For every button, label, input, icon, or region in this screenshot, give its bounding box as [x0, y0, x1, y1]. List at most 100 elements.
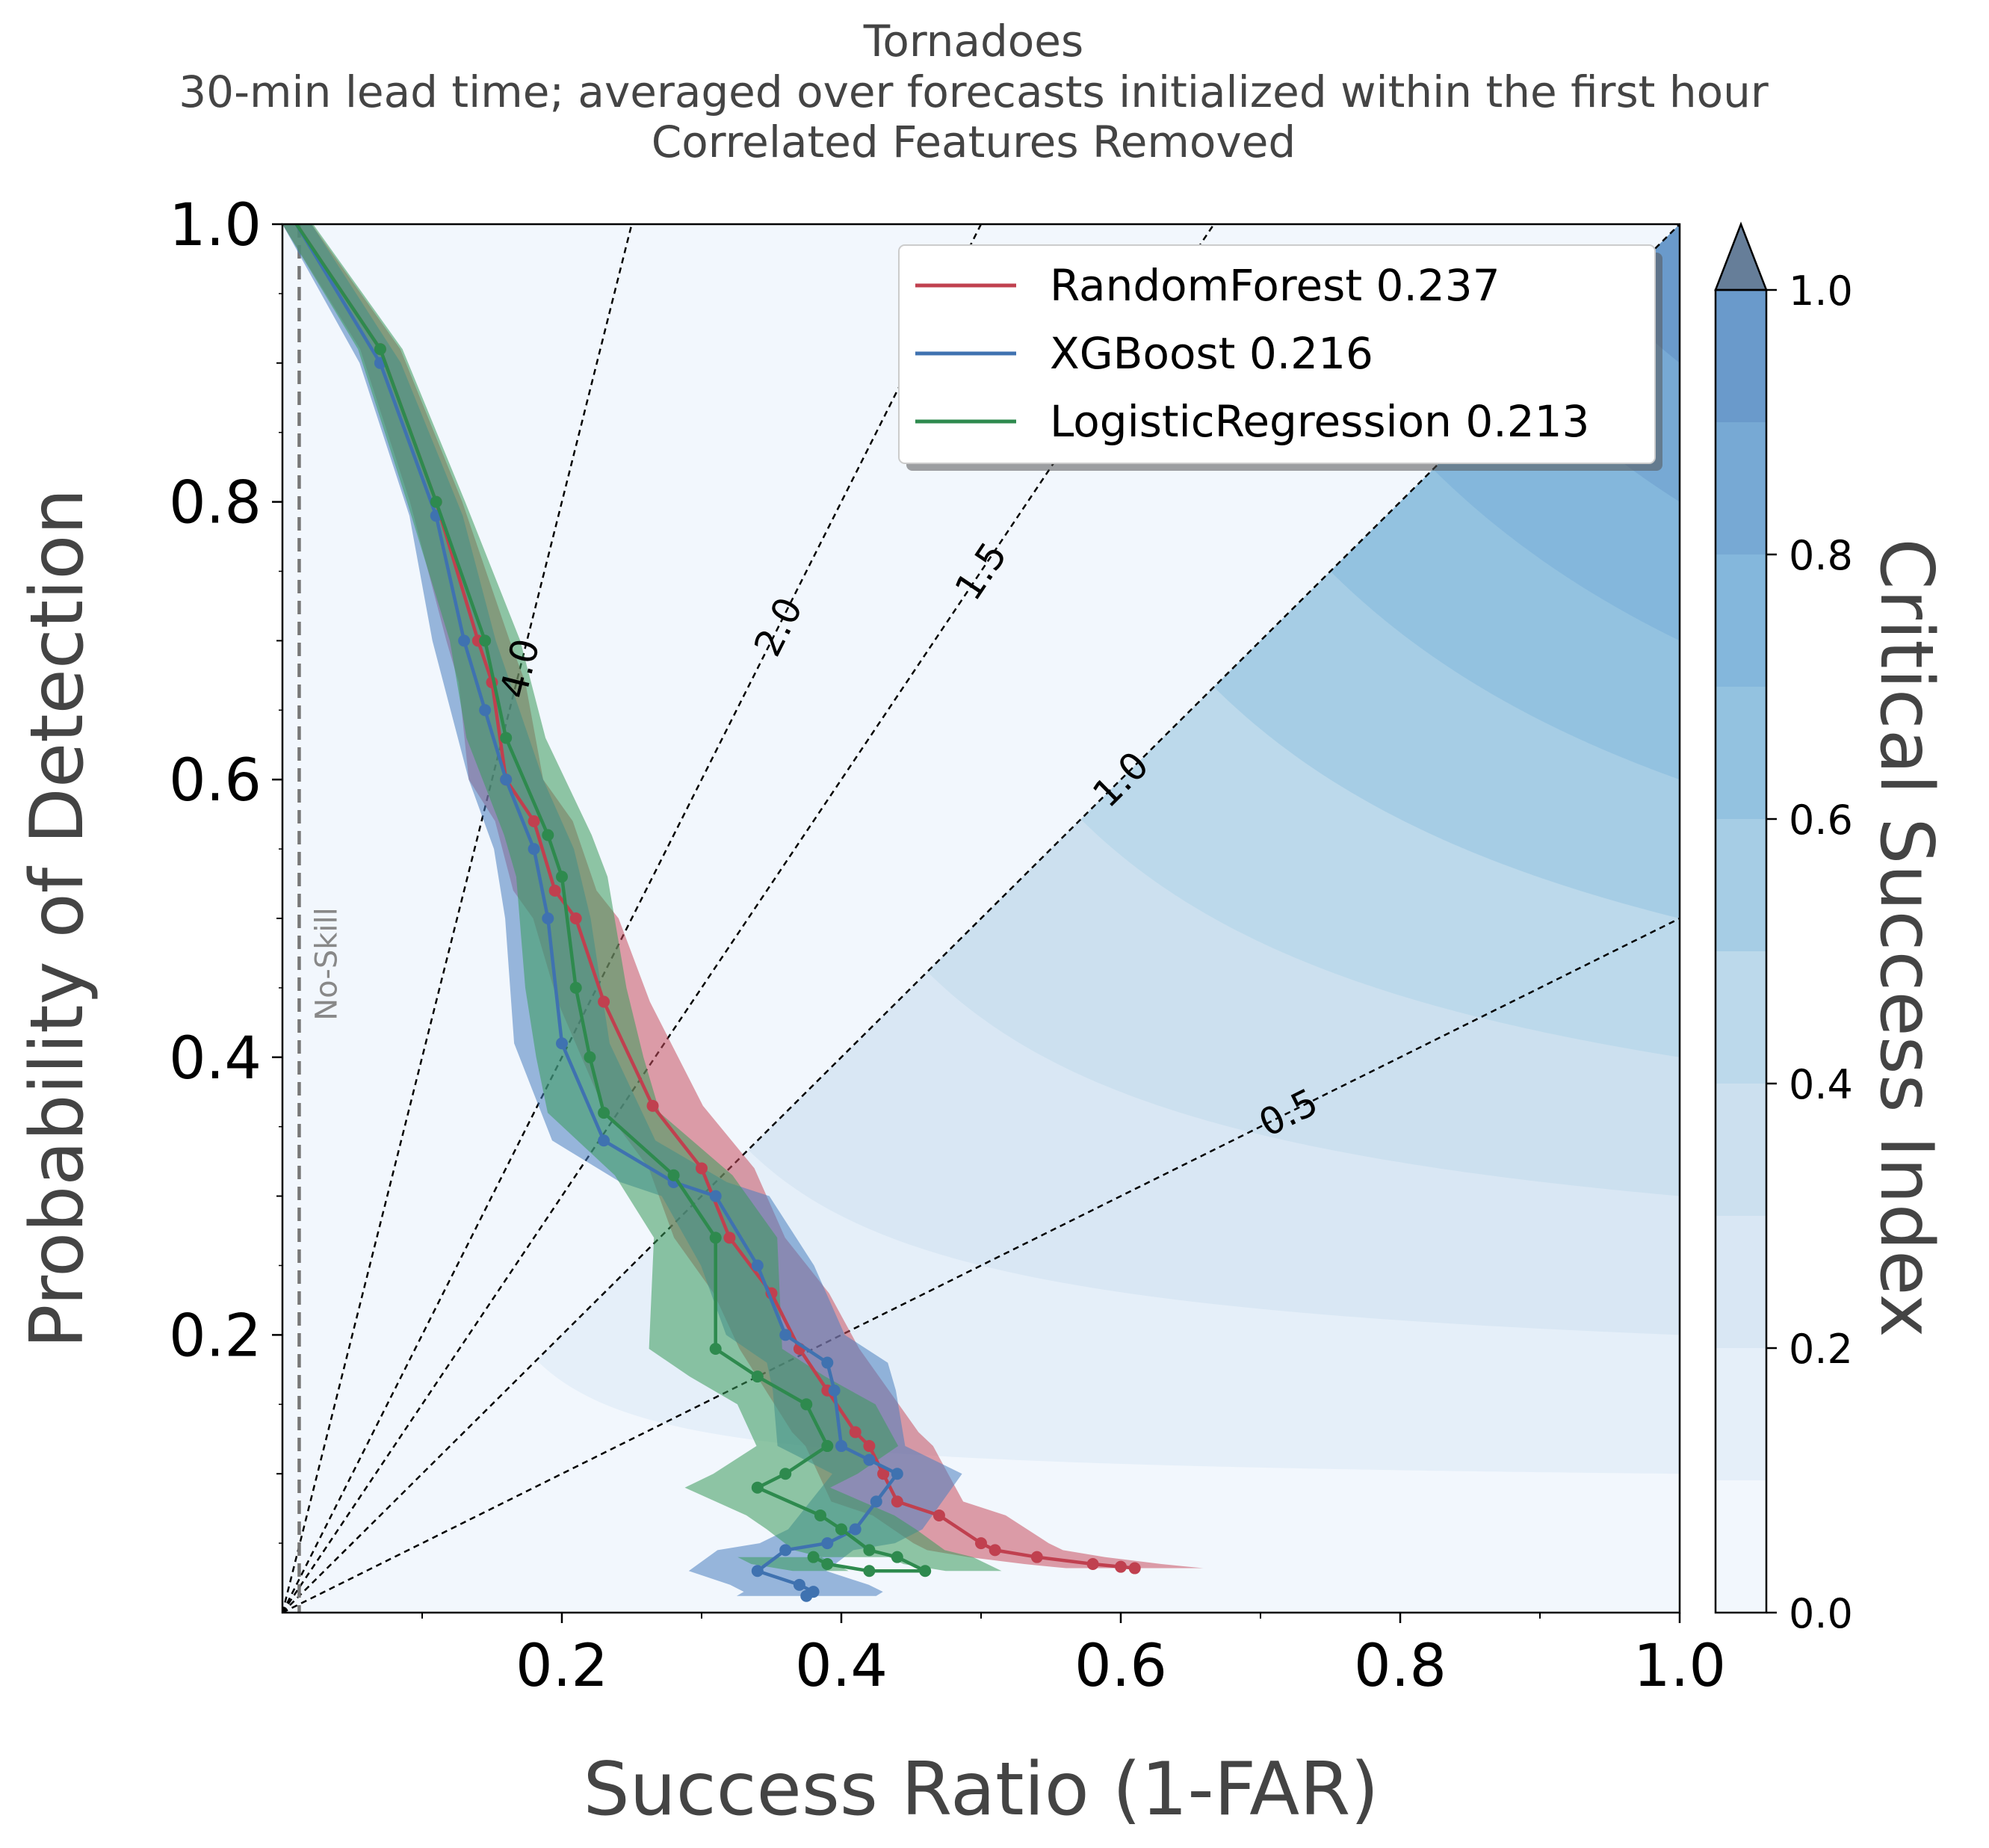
series-point-1-26 — [800, 1589, 813, 1602]
x-tick-label-3: 0.8 — [1354, 1633, 1447, 1700]
series-point-2-21 — [891, 1551, 903, 1563]
colorbar-label: Critical Success Index — [1863, 538, 1949, 1337]
y-tick-label-0: 0.2 — [169, 1302, 262, 1370]
series-point-1-4 — [479, 704, 492, 717]
uncertainty-bands — [282, 224, 1204, 1596]
series-point-2-22 — [919, 1565, 932, 1577]
colorbar-tick-label-1: 0.2 — [1789, 1326, 1853, 1373]
series-point-2-9 — [598, 1107, 610, 1119]
series-point-1-22 — [779, 1544, 792, 1557]
series-point-1-8 — [556, 1037, 568, 1050]
series-point-1-24 — [793, 1578, 805, 1591]
series-point-1-14 — [821, 1356, 834, 1369]
series-point-0-10 — [646, 1099, 659, 1112]
bias-line-4.0 — [282, 224, 633, 1613]
bias-line-2.0 — [282, 224, 983, 1613]
series-point-0-16 — [849, 1426, 862, 1438]
series-point-1-7 — [542, 912, 554, 924]
series-point-2-14 — [800, 1398, 813, 1411]
series-point-0-11 — [696, 1162, 708, 1175]
colorbar-tick-label-2: 0.4 — [1789, 1061, 1853, 1108]
series-point-0-19 — [891, 1495, 903, 1508]
series-point-1-20 — [849, 1523, 862, 1536]
x-tick-label-1: 0.4 — [795, 1633, 888, 1700]
series-point-1-3 — [458, 634, 471, 647]
colorbar-tick-label-3: 0.6 — [1789, 797, 1853, 844]
y-tick-label-2: 0.6 — [169, 747, 262, 815]
colorbar: 0.0 0.2 0.4 0.6 0.8 1.0 — [1714, 221, 1853, 1637]
chart-subtitle-2: Correlated Features Removed — [652, 117, 1296, 167]
series-point-0-20 — [932, 1509, 945, 1521]
legend-label-randomforest: RandomForest 0.237 — [1050, 260, 1500, 311]
chart-title: Tornadoes — [863, 16, 1083, 67]
series-point-0-6 — [528, 815, 540, 827]
series-point-0-7 — [548, 884, 561, 897]
series-point-1-19 — [870, 1495, 882, 1508]
series-point-2-5 — [542, 829, 554, 841]
series-point-2-8 — [584, 1051, 596, 1063]
legend: RandomForest 0.237 XGBoost 0.216 Logisti… — [898, 244, 1662, 471]
colorbar-band-6 — [1716, 687, 1766, 819]
colorbar-band-2 — [1716, 1216, 1766, 1348]
x-tick-label-4: 1.0 — [1633, 1633, 1726, 1700]
series-point-2-3 — [479, 634, 492, 647]
series-point-1-17 — [863, 1453, 876, 1466]
colorbar-band-0 — [1716, 1480, 1766, 1613]
y-axis-label: Probability of Detection — [15, 489, 100, 1349]
colorbar-band-9 — [1716, 290, 1766, 422]
series-point-1-15 — [828, 1384, 841, 1397]
series-point-2-2 — [430, 495, 442, 508]
y-tick-label-4: 1.0 — [169, 192, 262, 259]
no-skill-line: No-Skill — [297, 224, 344, 1613]
series-point-2-16 — [779, 1468, 792, 1480]
series-point-1-12 — [751, 1259, 764, 1272]
colorbar-tick-label-5: 1.0 — [1789, 268, 1853, 315]
series-point-1-16 — [835, 1440, 847, 1453]
data-series — [294, 224, 1141, 1602]
series-point-2-25 — [807, 1551, 820, 1563]
series-point-2-18 — [814, 1509, 826, 1521]
series-point-1-23 — [751, 1565, 764, 1577]
legend-box — [898, 244, 1656, 464]
series-point-0-9 — [598, 995, 610, 1008]
series-point-0-17 — [863, 1440, 876, 1453]
no-skill-label: No-Skill — [309, 907, 344, 1020]
x-tick-label-0: 0.2 — [516, 1633, 608, 1700]
series-point-2-19 — [835, 1523, 847, 1536]
series-point-0-21 — [975, 1537, 987, 1550]
series-point-1-11 — [709, 1190, 722, 1202]
series-point-0-26 — [1128, 1562, 1141, 1574]
legend-label-logisticregression: LogisticRegression 0.213 — [1050, 396, 1589, 447]
x-axis-label: Success Ratio (1-FAR) — [583, 1747, 1379, 1832]
colorbar-tick-label-4: 0.8 — [1789, 532, 1853, 579]
series-point-2-11 — [709, 1232, 722, 1244]
series-point-0-24 — [1086, 1557, 1099, 1570]
band-2 — [282, 224, 1002, 1572]
y-tick-label-1: 0.4 — [169, 1025, 262, 1093]
series-point-2-23 — [863, 1565, 876, 1577]
y-tick-label-3: 0.8 — [169, 470, 262, 537]
bias-line-1.0 — [282, 224, 1680, 1613]
x-tick-label-2: 0.6 — [1074, 1633, 1167, 1700]
series-point-2-4 — [500, 732, 513, 744]
series-point-2-24 — [821, 1557, 834, 1570]
colorbar-extend-arrow — [1714, 221, 1768, 291]
chart-subtitle: 30-min lead time; averaged over forecast… — [179, 67, 1769, 117]
series-point-2-10 — [667, 1169, 680, 1181]
series-point-1-13 — [779, 1329, 792, 1341]
bias-line-0.5 — [282, 917, 1680, 1613]
colorbar-band-4 — [1716, 951, 1766, 1084]
colorbar-band-1 — [1716, 1348, 1766, 1480]
series-point-0-23 — [1030, 1551, 1043, 1563]
series-point-0-18 — [877, 1468, 890, 1480]
series-point-1-9 — [598, 1134, 610, 1147]
series-point-2-6 — [556, 871, 568, 883]
series-point-0-12 — [723, 1232, 736, 1244]
legend-label-xgboost: XGBoost 0.216 — [1050, 328, 1373, 379]
series-point-2-1 — [374, 343, 386, 356]
colorbar-tick-label-0: 0.0 — [1789, 1590, 1853, 1637]
series-point-2-15 — [821, 1440, 834, 1453]
colorbar-band-3 — [1716, 1084, 1766, 1216]
series-point-0-22 — [989, 1544, 1001, 1557]
